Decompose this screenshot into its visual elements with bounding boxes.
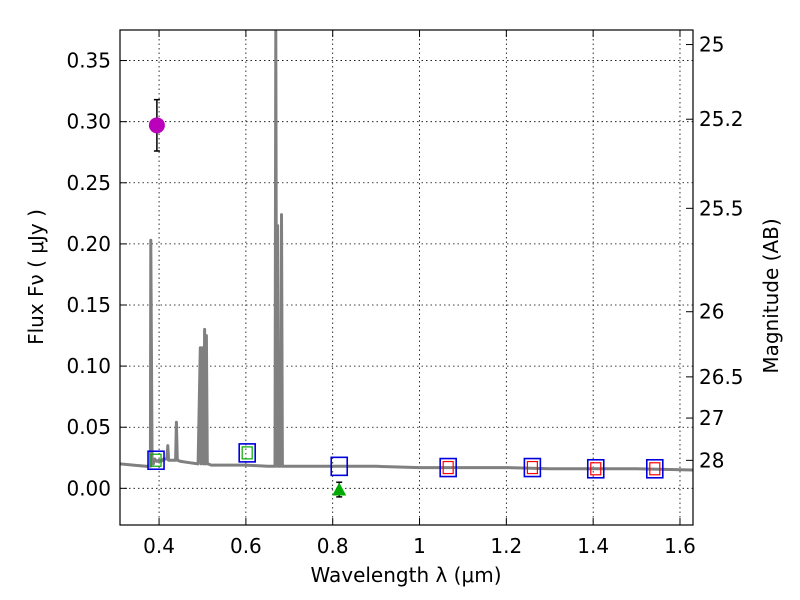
- mag-tick-label: 28: [699, 448, 724, 472]
- mag-tick-label: 25.5: [699, 196, 744, 220]
- model-photometry-inner-square: [526, 460, 538, 475]
- y-tick-label: 0.10: [66, 354, 111, 378]
- model-photometry-square: [439, 457, 457, 478]
- x-tick-label: 1.4: [577, 534, 609, 558]
- y-tick-label: 0.05: [66, 415, 111, 439]
- model-photometry-square: [523, 457, 542, 478]
- x-tick-label: 0.8: [317, 534, 349, 558]
- y-tick-label: 0.00: [66, 476, 111, 500]
- right-axis-label: Magnitude (AB): [759, 218, 783, 373]
- model-photometry-square: [645, 458, 664, 479]
- y-tick-label: 0.20: [66, 232, 111, 256]
- plot-content: [120, 30, 693, 498]
- model-photometry-inner-square: [150, 453, 162, 467]
- spectrum-line: [120, 30, 693, 472]
- mag-tick-label: 26.5: [699, 365, 744, 389]
- photometry-triangle: [332, 482, 347, 496]
- x-tick-label: 1: [413, 534, 426, 558]
- plot-area: [120, 30, 693, 498]
- x-tick-label: 0.6: [230, 534, 262, 558]
- ticks: 0.4 0.6 0.8 1 1.2 1.4 1.6 0.00 0.05 0.10 0.15 0.20 0…: [66, 30, 744, 558]
- model-photometry-inner-square: [649, 462, 661, 476]
- mag-tick-label: 25: [699, 33, 724, 57]
- model-photometry-inner-square: [442, 460, 454, 475]
- mag-tick-label: 26: [699, 300, 724, 324]
- photometry-point: [148, 117, 165, 134]
- model-photometry-square: [147, 450, 165, 471]
- grid: [120, 30, 693, 525]
- model-photometry-square: [238, 443, 256, 463]
- model-photometry-square: [330, 456, 349, 477]
- plot-frame: [119, 29, 694, 526]
- x-tick-label: 1.2: [490, 534, 522, 558]
- y-tick-label: 0.15: [66, 293, 111, 317]
- y-tick-label: 0.30: [66, 110, 111, 134]
- y-tick-label: 0.35: [66, 49, 111, 73]
- model-photometry-inner-square: [241, 446, 253, 460]
- mag-tick-label: 27: [699, 406, 724, 430]
- x-tick-label: 1.6: [664, 534, 696, 558]
- y-axis-label: Flux Fν ( μJy ): [24, 209, 48, 345]
- x-tick-label: 0.4: [143, 534, 175, 558]
- x-axis-label: Wavelength λ (μm): [310, 563, 501, 587]
- model-photometry-square: [586, 458, 605, 479]
- model-photometry-inner-square: [590, 462, 602, 476]
- mag-tick-label: 25.2: [699, 107, 744, 131]
- y-tick-label: 0.25: [66, 171, 111, 195]
